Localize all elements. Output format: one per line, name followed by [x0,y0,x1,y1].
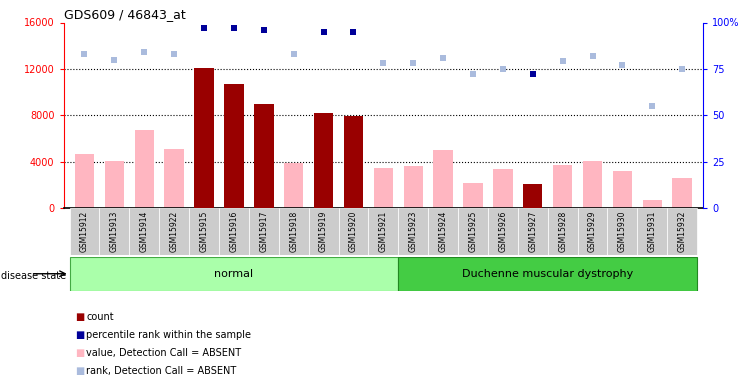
Bar [583,160,602,208]
Bar [493,169,512,208]
Text: GSM15925: GSM15925 [468,210,477,252]
Text: GSM15921: GSM15921 [378,210,388,252]
Text: disease state: disease state [1,271,66,280]
Bar [249,208,279,255]
Text: GSM15926: GSM15926 [498,210,507,252]
Bar [105,161,124,208]
Bar [159,208,189,255]
Bar [99,208,129,255]
Bar [189,208,219,255]
Point [676,66,688,72]
Bar [369,208,398,255]
Text: GSM15928: GSM15928 [558,210,567,252]
Point [228,25,240,31]
Bar [637,208,667,255]
Text: GSM15918: GSM15918 [289,210,298,252]
Bar [613,171,632,208]
Text: ■: ■ [75,348,84,358]
Point [348,29,360,35]
Point [527,72,539,78]
Bar [279,208,309,255]
Bar [518,208,548,255]
Point [318,29,330,35]
Point [646,103,658,109]
Bar [284,163,304,208]
Point [258,27,270,33]
Text: GSM15917: GSM15917 [260,210,269,252]
Bar [667,208,697,255]
Bar [374,168,393,208]
Bar [458,208,488,255]
Bar [577,208,607,255]
Bar [309,208,339,255]
Bar [344,117,364,208]
Text: count: count [86,312,114,322]
Text: percentile rank within the sample: percentile rank within the sample [86,330,251,340]
Text: rank, Detection Call = ABSENT: rank, Detection Call = ABSENT [86,366,236,375]
Text: GSM15920: GSM15920 [349,210,358,252]
Point [377,60,389,66]
Text: GSM15931: GSM15931 [648,210,657,252]
Point [586,53,598,59]
Bar [488,208,518,255]
Bar [672,178,692,208]
Bar [523,184,542,208]
Text: ■: ■ [75,312,84,322]
Text: GSM15930: GSM15930 [618,210,627,252]
Text: GSM15913: GSM15913 [110,210,119,252]
Bar [219,208,249,255]
Point [407,60,419,66]
Text: GSM15916: GSM15916 [230,210,239,252]
Text: normal: normal [215,269,254,279]
Bar [428,208,458,255]
Text: ■: ■ [75,330,84,340]
Text: ■: ■ [75,366,84,375]
Bar [254,104,274,208]
Bar [433,150,453,208]
Text: GSM15914: GSM15914 [140,210,149,252]
Bar [135,130,154,208]
Point [79,51,91,57]
Point [437,55,449,61]
Text: GSM15912: GSM15912 [80,210,89,252]
Bar [224,84,244,208]
Text: GSM15927: GSM15927 [528,210,537,252]
Text: GSM15923: GSM15923 [408,210,417,252]
Bar [643,200,662,208]
Bar [398,257,697,291]
Text: GSM15919: GSM15919 [319,210,328,252]
Point [198,25,210,31]
Point [138,49,150,55]
Text: GSM15929: GSM15929 [588,210,597,252]
Text: value, Detection Call = ABSENT: value, Detection Call = ABSENT [86,348,241,358]
Text: GSM15924: GSM15924 [438,210,447,252]
Point [557,58,568,64]
Point [467,72,479,78]
Text: Duchenne muscular dystrophy: Duchenne muscular dystrophy [462,269,634,279]
Bar [194,68,214,208]
Text: GSM15922: GSM15922 [170,210,179,252]
Bar [70,257,398,291]
Bar [403,166,423,208]
Text: GSM15915: GSM15915 [200,210,209,252]
Bar [548,208,577,255]
Bar [70,208,99,255]
Bar [75,154,94,208]
Point [497,66,509,72]
Text: GDS609 / 46843_at: GDS609 / 46843_at [64,8,186,21]
Text: GSM15932: GSM15932 [678,210,687,252]
Bar [607,208,637,255]
Point [616,62,628,68]
Bar [339,208,369,255]
Point [168,51,180,57]
Bar [398,208,428,255]
Point [288,51,300,57]
Bar [463,183,482,208]
Bar [129,208,159,255]
Bar [165,149,184,208]
Point [108,57,120,63]
Bar [553,165,572,208]
Bar [314,113,334,208]
